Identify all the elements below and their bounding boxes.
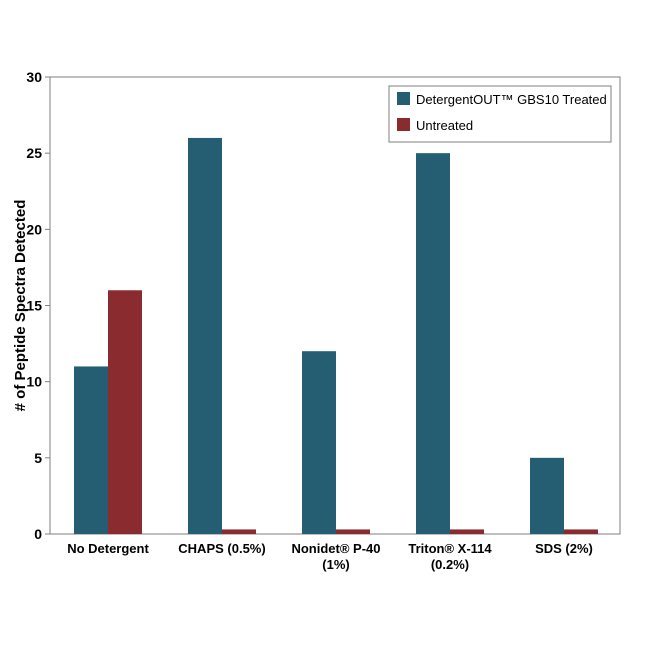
- y-tick-label: 15: [26, 298, 42, 314]
- bar-treated: [302, 351, 336, 534]
- bar-untreated: [450, 529, 484, 534]
- legend-label: Untreated: [416, 118, 473, 133]
- y-tick-label: 0: [34, 526, 42, 542]
- bar-treated: [530, 457, 564, 534]
- x-category-label: Nonidet® P-40: [291, 541, 380, 556]
- x-category-label: SDS (2%): [535, 541, 593, 556]
- bar-untreated: [108, 290, 142, 534]
- legend-box: [388, 85, 612, 143]
- y-axis-label: # of Peptide Spectra Detected: [12, 200, 29, 412]
- y-tick-label: 10: [26, 374, 42, 390]
- legend-swatch: [397, 118, 410, 131]
- bar-untreated: [336, 529, 370, 534]
- bar-untreated: [222, 529, 256, 534]
- x-category-label: No Detergent: [67, 541, 149, 556]
- y-tick-label: 30: [26, 69, 42, 85]
- x-category-label: (1%): [322, 557, 349, 572]
- bar-treated: [74, 366, 108, 534]
- y-tick-label: 5: [34, 450, 42, 466]
- bar-treated: [188, 137, 222, 534]
- bar-treated: [416, 153, 450, 534]
- x-category-label: Triton® X-114: [408, 541, 492, 556]
- y-tick-label: 25: [26, 145, 42, 161]
- x-category-label: CHAPS (0.5%): [178, 541, 265, 556]
- bar-untreated: [564, 529, 598, 534]
- x-category-label: (0.2%): [431, 557, 469, 572]
- legend-label: DetergentOUT™ GBS10 Treated: [416, 92, 607, 107]
- y-tick-label: 20: [26, 221, 42, 237]
- legend-swatch: [397, 92, 410, 105]
